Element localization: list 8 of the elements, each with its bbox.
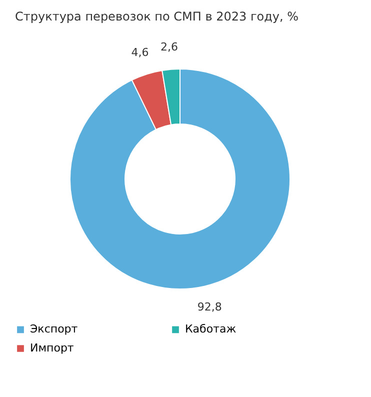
data-label: 2,6 [160,40,178,54]
data-label: 4,6 [131,46,149,60]
legend-label: Каботаж [185,322,236,336]
legend-label: Экспорт [30,322,78,336]
chart-title: Структура перевозок по СМП в 2023 году, % [15,9,299,24]
data-label: 92,8 [197,300,222,314]
donut-slice [70,68,290,290]
legend-label: Импорт [30,342,74,354]
